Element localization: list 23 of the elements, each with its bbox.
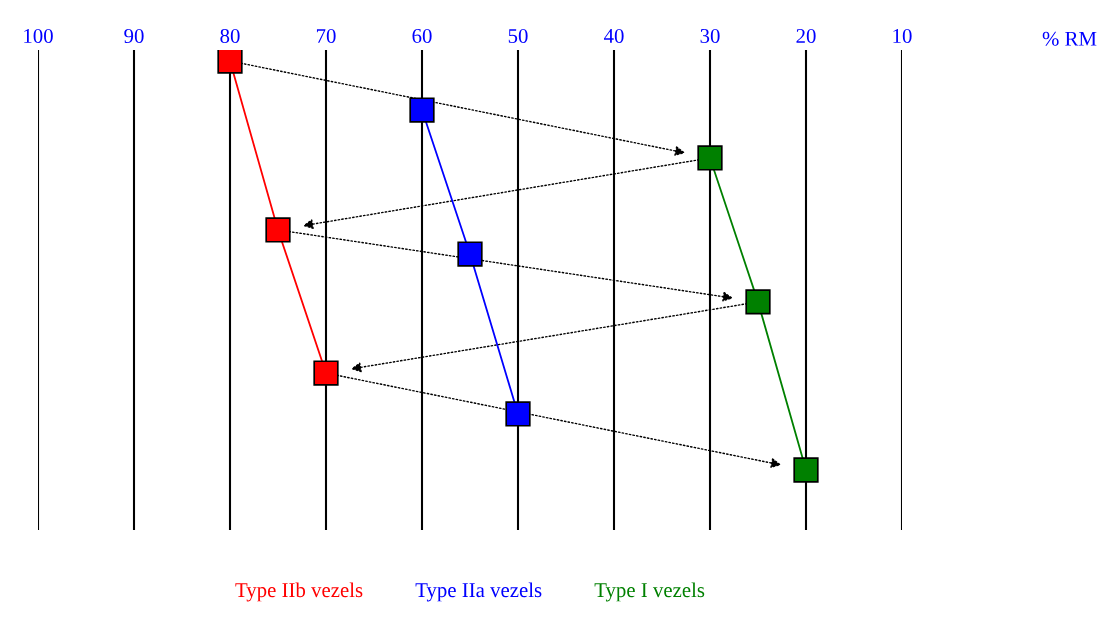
point [217, 50, 243, 74]
x-tick-label: 10 [893, 28, 912, 43]
x-tick-label: 30 [700, 28, 720, 43]
x-tick-label: 70 [316, 28, 336, 43]
point [409, 97, 435, 123]
text: Type IIb vezels [235, 582, 363, 602]
point [505, 401, 531, 427]
x-tick-label: 40 [603, 28, 624, 43]
text: % RM [1042, 31, 1097, 46]
point [265, 217, 291, 243]
point [697, 145, 723, 171]
point [745, 289, 771, 315]
point [457, 241, 483, 267]
x-tick-label: 90 [124, 28, 144, 43]
x-tick-label: 60 [412, 28, 432, 43]
x-tick-label: 20 [796, 28, 816, 43]
text: Type IIa vezels [415, 582, 542, 602]
x-tick-label: 100 [24, 28, 53, 43]
point [793, 457, 819, 483]
point [313, 360, 339, 386]
x-tick-label: 80 [220, 28, 240, 43]
text: Type I vezels [594, 582, 705, 602]
x-tick-label: 50 [508, 28, 528, 43]
